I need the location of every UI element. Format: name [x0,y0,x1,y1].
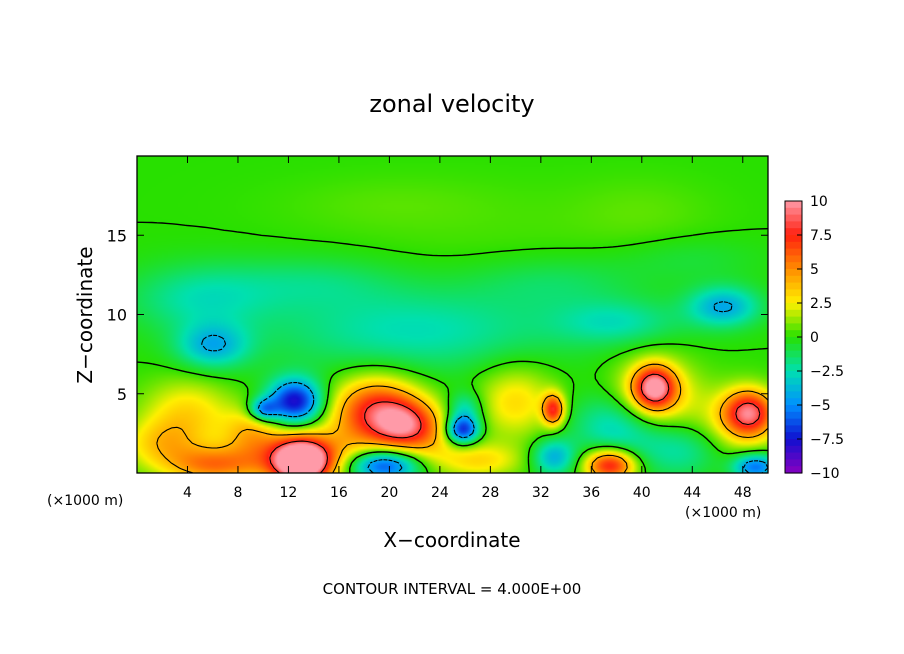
colorbar-cell [785,248,802,256]
colorbar-cell [785,289,802,297]
colorbar-cell [785,384,802,392]
colorbar-cell [785,316,802,324]
x-tick-label: 28 [481,485,499,501]
y-tick-label: 10 [107,306,127,325]
colorbar-cell [785,425,802,433]
colorbar-cell [785,357,802,365]
colorbar-cell [785,296,802,304]
colorbar-cell [785,466,802,474]
colorbar-cell [785,405,802,413]
contour-interval-note: CONTOUR INTERVAL = 4.000E+00 [323,580,582,598]
colorbar: 10 7.5 5 2.5 0 −2.5 −5 −7.5 −10 [784,194,844,482]
colorbar-cell [785,439,802,447]
x-unit-right: (×1000 m) [685,505,761,521]
contour-lines [137,221,768,473]
x-tick-label: 32 [532,485,550,501]
y-axis: 5 10 15 [107,226,768,404]
colorbar-cell [785,418,802,426]
y-axis-label: Z−coordinate [73,246,97,383]
colorbar-tick-label: −10 [810,466,840,482]
x-tick-label: 40 [633,485,651,501]
colorbar-cell [785,364,802,372]
colorbar-cell [785,459,802,467]
x-tick-label: 8 [233,485,242,501]
colorbar-cell [785,350,802,358]
heatmap-field [137,156,768,473]
colorbar-tick-label: 2.5 [810,296,832,312]
colorbar-cell [785,452,802,460]
x-axis-label: X−coordinate [383,528,520,552]
colorbar-cell [785,303,802,311]
colorbar-cell [785,371,802,379]
x-unit-left: (×1000 m) [47,493,123,509]
colorbar-cell [785,391,802,399]
x-tick-label: 12 [280,485,298,501]
colorbar-cell [785,337,802,345]
colorbar-cell [785,228,802,236]
colorbar-cell [785,398,802,406]
x-tick-label: 44 [683,485,701,501]
x-tick-label: 4 [183,485,192,501]
x-axis: 4 8 12 16 20 24 28 32 36 40 44 48 [183,156,752,501]
contour-line [269,373,761,473]
colorbar-tick-label: −2.5 [810,364,844,380]
colorbar-cell [785,377,802,386]
contour-line [201,301,768,473]
x-tick-label: 36 [582,485,600,501]
colorbar-tick-label: −5 [810,398,831,414]
colorbar-cell [785,241,802,250]
colorbar-cell [785,269,802,277]
colorbar-cell [785,275,802,284]
colorbar-tick-label: 5 [810,262,819,278]
colorbar-tick-label: 7.5 [810,228,832,244]
colorbar-cell [785,282,802,290]
y-tick-label: 15 [107,226,127,245]
colorbar-cell [785,411,802,420]
colorbar-tick-label: 0 [810,330,819,346]
y-tick-label: 5 [117,385,127,404]
colorbar-cell [785,255,802,263]
colorbar-cell [785,262,802,270]
colorbar-cell [785,207,802,216]
colorbar-cell [785,343,802,352]
colorbar-cell [785,432,802,440]
contour-line [137,221,768,473]
colorbar-cell [785,323,802,331]
colorbar-tick-label: −7.5 [810,432,844,448]
colorbar-cell [785,330,802,338]
chart-title: zonal velocity [369,90,534,118]
x-tick-label: 24 [431,485,449,501]
colorbar-cell [785,445,802,454]
colorbar-cell [785,214,802,222]
x-tick-label: 20 [380,485,398,501]
x-tick-label: 48 [734,485,752,501]
colorbar-cell [785,235,802,243]
colorbar-cell [785,201,802,209]
colorbar-cell [785,309,802,318]
x-tick-label: 16 [330,485,348,501]
colorbar-cell [785,221,802,229]
contour-line [156,363,768,473]
colorbar-tick-label: 10 [810,194,828,210]
